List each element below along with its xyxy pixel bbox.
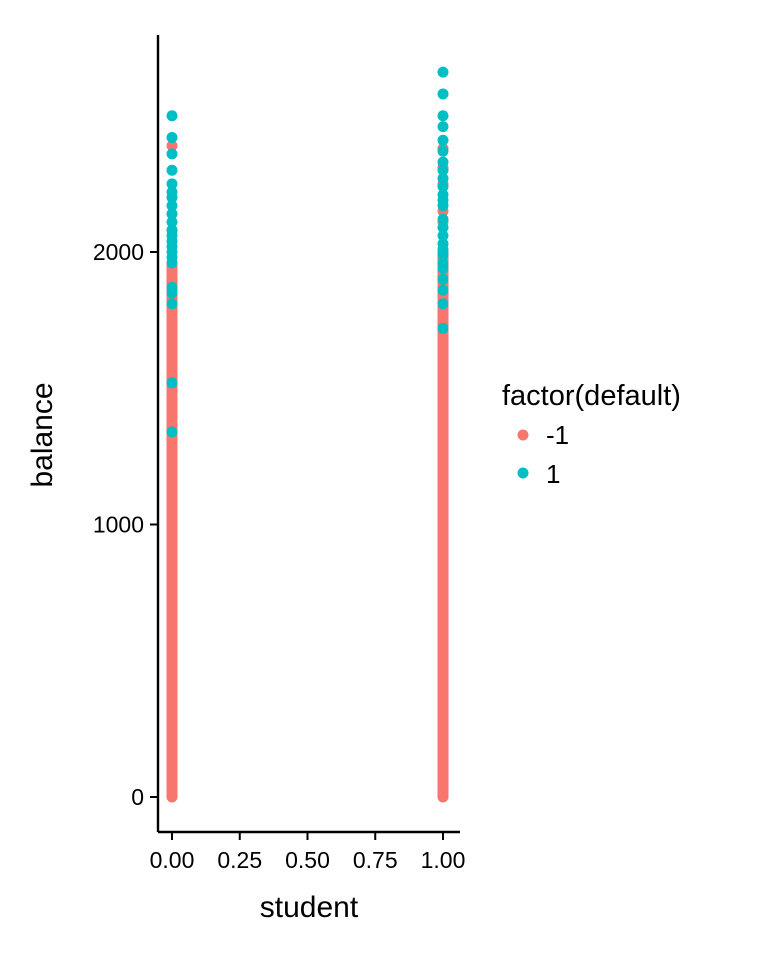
data-point: [437, 221, 449, 233]
legend-swatch-1: [517, 467, 529, 479]
data-point: [166, 257, 178, 269]
x-tick-label: 0.50: [285, 847, 330, 873]
data-point: [166, 298, 178, 310]
data-point: [437, 145, 449, 157]
x-tick-label: 0.25: [217, 847, 262, 873]
data-point: [437, 298, 449, 310]
data-point: [437, 249, 449, 261]
data-point: [437, 181, 449, 193]
data-point: [166, 164, 178, 176]
data-point: [166, 306, 178, 318]
data-point: [437, 88, 449, 100]
data-point: [437, 110, 449, 122]
legend-title: factor(default): [502, 380, 681, 412]
data-point: [166, 328, 178, 340]
y-axis-title: balance: [26, 382, 59, 487]
data-point: [437, 314, 449, 326]
data-point: [437, 213, 449, 225]
data-point: [166, 110, 178, 122]
data-points: [166, 66, 449, 438]
data-point: [437, 262, 449, 274]
data-point: [166, 192, 178, 203]
y-tick-label: 2000: [93, 239, 144, 265]
data-point: [437, 284, 449, 296]
data-point: [437, 121, 449, 133]
x-axis-title: student: [260, 891, 359, 924]
y-tick-label: 0: [131, 784, 144, 810]
data-point: [166, 287, 178, 299]
data-point: [437, 66, 449, 78]
data-point: [166, 208, 178, 220]
data-point: [437, 322, 449, 334]
legend: factor(default) -1 1: [502, 380, 681, 489]
data-point: [437, 156, 449, 168]
data-point: [437, 273, 449, 285]
data-point: [166, 426, 178, 438]
dense-point-stripes: [166, 246, 449, 803]
data-point: [437, 200, 449, 212]
x-tick-label: 1.00: [421, 847, 466, 873]
data-point: [437, 164, 449, 176]
data-point: [166, 132, 178, 144]
y-axis-ticks: 0 1000 2000: [93, 239, 158, 810]
data-point: [166, 377, 178, 389]
data-point: [166, 216, 178, 228]
y-tick-label: 1000: [93, 512, 144, 538]
data-point: [166, 148, 178, 160]
data-point: [166, 178, 178, 190]
data-point: [166, 314, 178, 326]
x-tick-label: 0.00: [150, 847, 195, 873]
x-tick-label: 0.75: [353, 847, 398, 873]
legend-label-1: 1: [546, 459, 560, 489]
data-point: [166, 273, 178, 285]
data-point: [437, 172, 449, 184]
data-point: [166, 200, 178, 212]
legend-label-minus-1: -1: [546, 420, 569, 450]
data-point: [166, 140, 178, 152]
legend-swatch-minus-1: [517, 429, 529, 441]
x-axis-ticks: 0.00 0.25 0.50 0.75 1.00: [150, 832, 466, 873]
data-point: [437, 134, 449, 146]
data-point: [437, 230, 449, 242]
